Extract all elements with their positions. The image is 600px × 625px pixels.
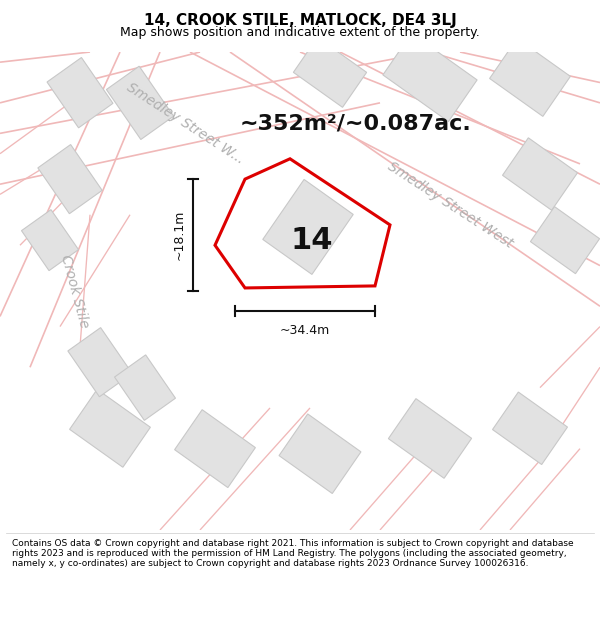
Text: Map shows position and indicative extent of the property.: Map shows position and indicative extent… <box>120 26 480 39</box>
Text: ~18.1m: ~18.1m <box>173 210 186 260</box>
Text: ~34.4m: ~34.4m <box>280 324 330 336</box>
Text: 14, CROOK STILE, MATLOCK, DE4 3LJ: 14, CROOK STILE, MATLOCK, DE4 3LJ <box>143 13 457 28</box>
Polygon shape <box>383 33 477 122</box>
Polygon shape <box>493 392 568 464</box>
Polygon shape <box>503 138 577 210</box>
Polygon shape <box>490 39 571 116</box>
Text: ~352m²/~0.087ac.: ~352m²/~0.087ac. <box>239 113 471 133</box>
Polygon shape <box>388 399 472 478</box>
Text: Smedley Street West: Smedley Street West <box>385 159 515 250</box>
Polygon shape <box>106 66 173 139</box>
Polygon shape <box>38 144 102 214</box>
Text: 14: 14 <box>291 226 333 254</box>
Polygon shape <box>530 207 599 274</box>
Polygon shape <box>115 355 175 421</box>
Text: Crook Stile: Crook Stile <box>58 253 92 329</box>
Polygon shape <box>22 209 79 271</box>
Polygon shape <box>293 38 367 107</box>
Text: Smedley Street W...: Smedley Street W... <box>124 80 247 166</box>
Text: Contains OS data © Crown copyright and database right 2021. This information is : Contains OS data © Crown copyright and d… <box>12 539 574 568</box>
Polygon shape <box>68 328 132 397</box>
Polygon shape <box>47 58 113 128</box>
Polygon shape <box>279 414 361 494</box>
Polygon shape <box>263 179 353 274</box>
Polygon shape <box>175 409 256 488</box>
Polygon shape <box>70 389 151 468</box>
